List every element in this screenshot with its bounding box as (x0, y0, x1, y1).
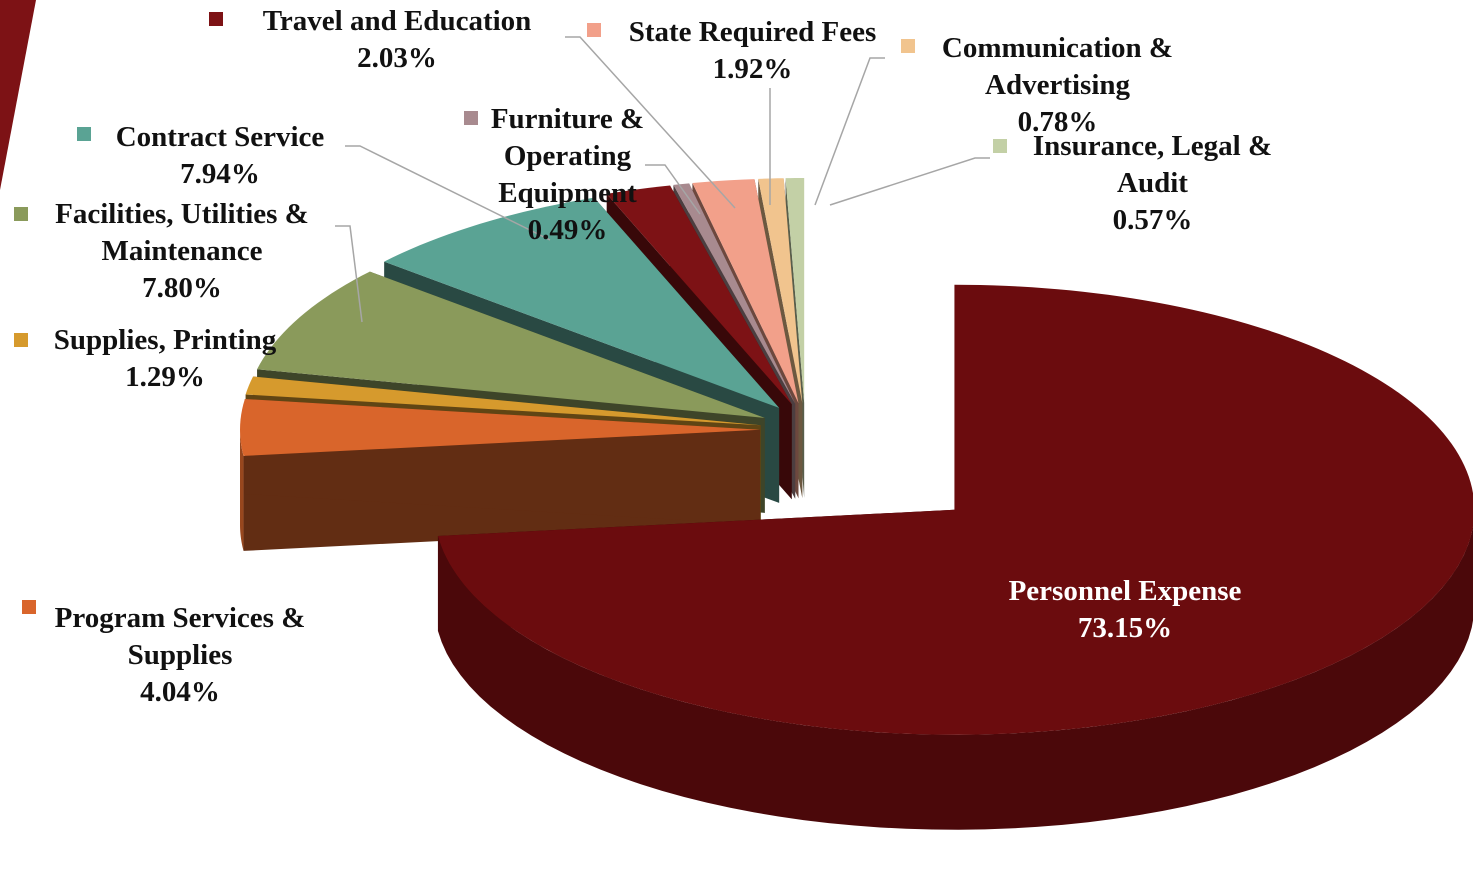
slice-top (257, 271, 765, 418)
slice-top (437, 284, 1473, 735)
slice (437, 284, 1473, 830)
category-label: Furniture & Operating Equipment (490, 103, 645, 209)
legend-swatch (14, 207, 28, 221)
data-label: Personnel Expense 73.15% (945, 573, 1305, 647)
slice-top (606, 185, 792, 405)
value-label: 2.03% (357, 42, 437, 74)
data-label: Facilities, Utilities & Maintenance 7.80% (36, 196, 328, 307)
category-label: Contract Service (115, 121, 325, 153)
legend-swatch (209, 12, 223, 26)
data-label: Furniture & Operating Equipment 0.49% (485, 101, 650, 249)
legend-swatch (22, 600, 36, 614)
category-label: Travel and Education (262, 5, 532, 37)
category-label: State Required Fees (628, 16, 877, 48)
data-label: Program Services & Supplies 4.04% (40, 600, 320, 711)
value-label: 7.94% (180, 158, 260, 190)
slice-side (437, 525, 1473, 830)
category-label: Facilities, Utilities & Maintenance (55, 198, 309, 267)
value-label: 73.15% (1077, 612, 1173, 644)
category-label: Program Services & Supplies (54, 602, 306, 671)
slice-top (245, 376, 761, 426)
value-label: 7.80% (142, 272, 222, 304)
leader-lines (335, 36, 990, 323)
category-label: Personnel Expense (1008, 575, 1242, 607)
value-label: 4.04% (140, 676, 220, 708)
category-label: Supplies, Printing (53, 324, 277, 356)
legend-swatch (901, 39, 915, 53)
slice-top (673, 183, 796, 404)
value-label: 0.57% (1112, 204, 1193, 236)
data-label: Contract Service 7.94% (95, 119, 345, 193)
slice-top (692, 179, 799, 404)
value-label: 0.78% (1017, 106, 1098, 138)
slice-top (384, 197, 780, 408)
legend-swatch (464, 111, 478, 125)
value-label: 1.92% (712, 53, 793, 85)
slice-top (785, 178, 805, 404)
legend-swatch (993, 139, 1007, 153)
slice (240, 398, 761, 551)
data-label: Insurance, Legal & Audit 0.57% (1015, 128, 1290, 239)
slice-top (758, 178, 803, 404)
category-label: Insurance, Legal & Audit (1032, 130, 1273, 199)
category-label: Communication & Advertising (941, 32, 1174, 101)
legend-swatch (587, 23, 601, 37)
data-label: State Required Fees 1.92% (610, 14, 895, 88)
slice-top (240, 398, 761, 456)
legend-swatch (77, 127, 91, 141)
value-label: 0.49% (527, 214, 608, 246)
data-label: Communication & Advertising 0.78% (920, 30, 1195, 141)
data-label: Supplies, Printing 1.29% (40, 322, 290, 396)
data-label: Travel and Education 2.03% (232, 3, 562, 77)
legend-swatch (14, 333, 28, 347)
slice-side (240, 429, 244, 551)
decoration (0, 0, 36, 190)
value-label: 1.29% (125, 361, 205, 393)
